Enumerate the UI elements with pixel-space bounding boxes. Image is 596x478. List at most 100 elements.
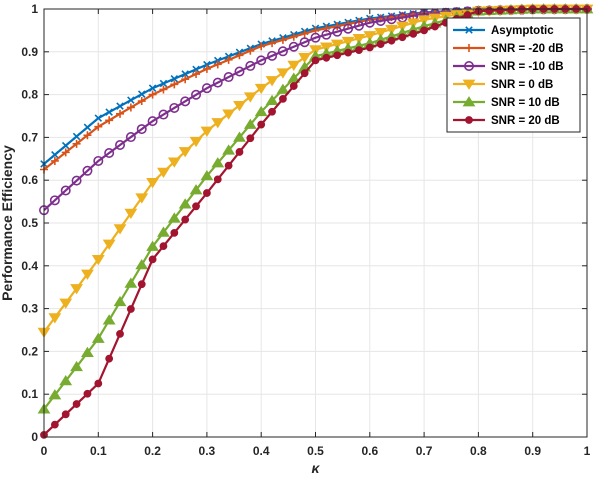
data-point xyxy=(300,69,309,78)
data-point xyxy=(70,284,83,295)
data-point xyxy=(105,108,113,116)
data-point xyxy=(72,139,81,148)
data-point xyxy=(298,53,312,64)
data-point xyxy=(91,332,105,343)
data-point xyxy=(82,165,93,176)
legend-box xyxy=(446,17,581,133)
data-point xyxy=(71,175,82,186)
data-point xyxy=(181,75,190,84)
data-point xyxy=(124,277,138,288)
data-point xyxy=(169,102,180,113)
data-point xyxy=(376,40,385,48)
data-point xyxy=(246,46,255,55)
data-point xyxy=(211,157,225,168)
legend-label: SNR = 20 dB xyxy=(491,115,560,127)
y-tick-label: 0.8 xyxy=(21,88,38,102)
data-point xyxy=(355,46,363,54)
data-point xyxy=(201,83,212,94)
data-point xyxy=(113,224,127,235)
data-point xyxy=(158,109,169,120)
data-point xyxy=(287,60,301,71)
data-point xyxy=(181,215,190,224)
data-point xyxy=(125,132,136,143)
data-point xyxy=(277,46,288,57)
data-point xyxy=(70,360,83,372)
data-point xyxy=(352,34,366,45)
x-tick-label: 0.3 xyxy=(199,444,216,458)
data-point xyxy=(267,50,278,61)
data-point xyxy=(254,105,268,117)
data-point xyxy=(178,198,192,209)
data-point xyxy=(375,15,386,26)
data-point xyxy=(189,184,203,195)
data-point xyxy=(200,170,214,181)
data-point xyxy=(60,185,71,196)
x-tick-label: 1 xyxy=(584,444,591,458)
data-point xyxy=(49,195,60,206)
legend-marker xyxy=(465,116,473,124)
data-point xyxy=(116,329,124,338)
data-point xyxy=(148,84,157,92)
data-point xyxy=(116,109,125,118)
legend-label: SNR = 10 dB xyxy=(491,97,560,109)
data-point xyxy=(288,41,299,52)
data-point xyxy=(243,118,257,129)
data-point xyxy=(321,29,332,40)
data-point xyxy=(170,74,179,83)
series-6 xyxy=(40,5,591,439)
data-point xyxy=(167,157,181,168)
data-point xyxy=(224,55,233,64)
data-point xyxy=(136,124,147,135)
data-point xyxy=(222,109,236,120)
data-point xyxy=(409,29,418,38)
data-point xyxy=(137,280,146,289)
data-point xyxy=(146,177,160,189)
data-point xyxy=(234,66,245,77)
legend: Asymptotic SNR = -20 dB SNR = -10 dB SNR = … xyxy=(446,17,581,133)
legend-item: SNR = 10 dB xyxy=(453,96,560,109)
data-point xyxy=(224,161,233,170)
data-point xyxy=(50,156,59,165)
data-point xyxy=(276,83,290,94)
legend-item: SNR = 0 dB xyxy=(453,79,553,91)
data-point xyxy=(246,134,255,143)
data-point xyxy=(192,70,201,79)
y-tick-label: 0.1 xyxy=(21,387,38,401)
data-point xyxy=(135,259,149,270)
data-point xyxy=(279,94,287,103)
data-point xyxy=(257,42,266,51)
data-point xyxy=(170,80,179,89)
data-point xyxy=(319,42,333,53)
data-point xyxy=(420,26,429,35)
legend-label: SNR = -10 dB xyxy=(491,61,564,73)
data-point xyxy=(102,239,116,250)
data-point xyxy=(387,36,396,45)
data-point xyxy=(268,107,276,116)
data-point xyxy=(137,97,146,106)
data-point xyxy=(353,20,364,31)
data-point xyxy=(83,389,92,398)
data-point xyxy=(72,132,81,141)
data-point xyxy=(157,226,170,237)
data-point xyxy=(94,122,103,131)
x-axis-label: κ xyxy=(312,460,321,476)
data-point xyxy=(213,175,222,184)
data-point xyxy=(91,255,105,266)
data-point xyxy=(157,167,170,178)
x-tick-label: 0.7 xyxy=(416,444,433,458)
data-point xyxy=(222,144,236,155)
data-point xyxy=(83,131,92,140)
data-point xyxy=(257,120,266,129)
data-point xyxy=(189,136,203,148)
data-point xyxy=(159,85,168,94)
data-point xyxy=(81,269,94,280)
legend-label: SNR = -20 dB xyxy=(491,43,564,55)
data-point xyxy=(48,389,62,400)
data-point xyxy=(148,255,157,264)
data-point xyxy=(333,51,342,60)
legend-marker xyxy=(462,79,476,90)
data-point xyxy=(127,96,135,104)
data-point xyxy=(202,64,211,73)
data-point xyxy=(233,100,246,112)
data-point xyxy=(61,141,70,150)
